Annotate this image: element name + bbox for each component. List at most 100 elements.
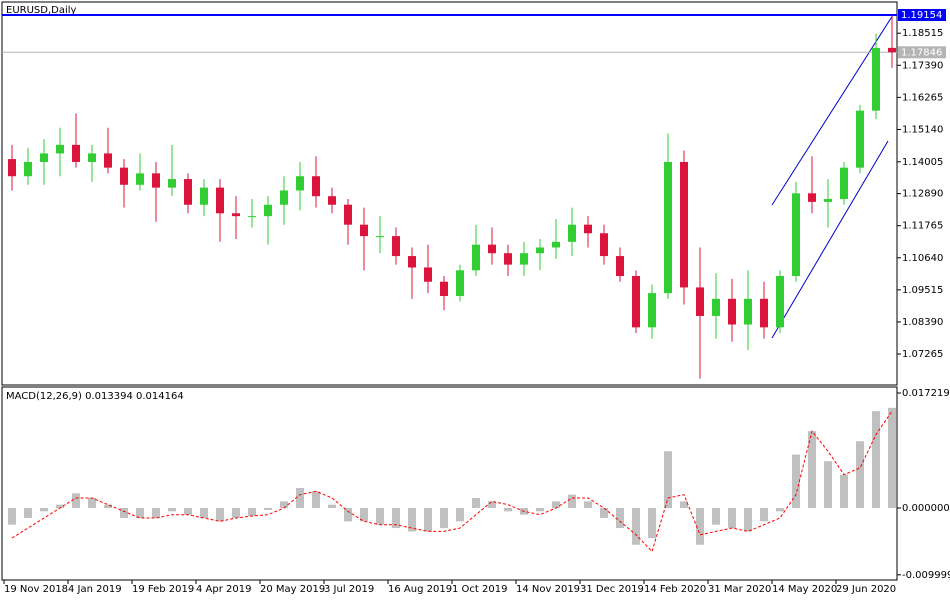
price-level-box (898, 46, 946, 59)
macd-bar (504, 508, 512, 512)
candle-body (200, 187, 208, 205)
price-level-label: 1.17846 (901, 47, 942, 58)
macd-bar (696, 508, 704, 545)
macd-bar (264, 508, 272, 511)
candle-body (168, 179, 176, 188)
macd-bar (712, 508, 720, 525)
candle-body (184, 179, 192, 205)
macd-bar (216, 508, 224, 522)
macd-bar (408, 508, 416, 532)
candle-body (104, 153, 112, 168)
macd-bar (104, 504, 112, 509)
macd-bar (680, 501, 688, 509)
candle-body (152, 173, 160, 188)
macd-bar (312, 491, 320, 509)
candle-body (632, 276, 640, 328)
macd-bar (552, 501, 560, 509)
y-tick-label: 1.17390 (902, 60, 943, 71)
macd-bar (856, 441, 864, 509)
x-tick-label: 14 Nov 2019 (516, 584, 580, 595)
y-tick-label: 1.10640 (902, 253, 943, 264)
x-tick-label: 19 Feb 2019 (132, 584, 194, 595)
macd-bar (136, 508, 144, 519)
x-tick-label: 3 Jul 2019 (324, 584, 374, 595)
candle-body (136, 173, 144, 185)
macd-signal-line (11, 410, 893, 553)
price-level-box (898, 9, 946, 22)
candle-body (504, 253, 512, 265)
macd-panel (1, 386, 898, 581)
candle-body (712, 298, 720, 316)
candle-body (488, 244, 496, 254)
macd-bar (168, 508, 176, 512)
macd-bar (824, 461, 832, 509)
candle-body (760, 298, 768, 328)
candle-body (328, 196, 336, 205)
candle-body (824, 199, 832, 202)
y-tick-label: 1.07265 (902, 349, 943, 360)
candle-body (456, 270, 464, 296)
macd-bar (360, 508, 368, 522)
y-tick-label: -0.009999 (902, 570, 950, 581)
candle-body (792, 193, 800, 277)
macd-bar (280, 501, 288, 509)
candle-body (216, 187, 224, 214)
x-tick-label: 31 Mar 2020 (708, 584, 771, 595)
candle-body (408, 256, 416, 268)
macd-bar (152, 508, 160, 519)
macd-bar (296, 487, 304, 509)
candle-body (856, 110, 864, 168)
macd-bar (872, 411, 880, 509)
y-tick-label: 1.11765 (902, 221, 943, 232)
y-tick-label: 1.09515 (902, 285, 943, 296)
candle-body (840, 167, 848, 200)
x-tick-label: 1 Oct 2019 (452, 584, 507, 595)
candle-body (568, 224, 576, 242)
macd-bar (760, 508, 768, 522)
candle-body (312, 176, 320, 197)
candle-body (88, 153, 96, 162)
y-tick-label: 1.08390 (902, 317, 943, 328)
macd-bar (488, 501, 496, 509)
candle-body (552, 241, 560, 248)
macd-bar (376, 508, 384, 525)
y-tick-label: 1.16265 (902, 92, 943, 103)
candle-body (776, 276, 784, 328)
candle-body (536, 247, 544, 254)
macd-bar (456, 508, 464, 522)
macd-bar (744, 508, 752, 532)
macd-bar (8, 508, 16, 525)
lower-trend-line (771, 140, 889, 339)
macd-bar (888, 407, 896, 509)
macd-bar (792, 454, 800, 509)
candle-body (440, 281, 448, 296)
candle-body (8, 159, 16, 177)
macd-bar (648, 508, 656, 539)
macd-bar (776, 508, 784, 512)
x-tick-label: 29 Jun 2020 (836, 584, 896, 595)
macd-bar (120, 508, 128, 519)
candle-body (728, 298, 736, 325)
macd-bar (56, 504, 64, 509)
candle-body (664, 161, 672, 294)
y-tick-label: 1.14005 (902, 157, 943, 168)
macd-bar (728, 508, 736, 529)
candle-body (472, 244, 480, 271)
candle-body (696, 287, 704, 316)
x-tick-label: 4 Jan 2019 (68, 584, 122, 595)
candle-body (232, 213, 240, 217)
y-tick-label: 0.000000 (902, 503, 950, 514)
macd-bar (72, 493, 80, 509)
candle-body (808, 193, 816, 202)
macd-bar (232, 508, 240, 519)
candle-body (680, 161, 688, 288)
x-tick-label: 4 Apr 2019 (196, 584, 251, 595)
macd-bar (40, 508, 48, 512)
macd-bar (568, 494, 576, 509)
candle-body (72, 144, 80, 162)
candle-body (24, 161, 32, 177)
macd-bar (440, 508, 448, 529)
candle-body (872, 47, 880, 111)
macd-bar (392, 508, 400, 529)
